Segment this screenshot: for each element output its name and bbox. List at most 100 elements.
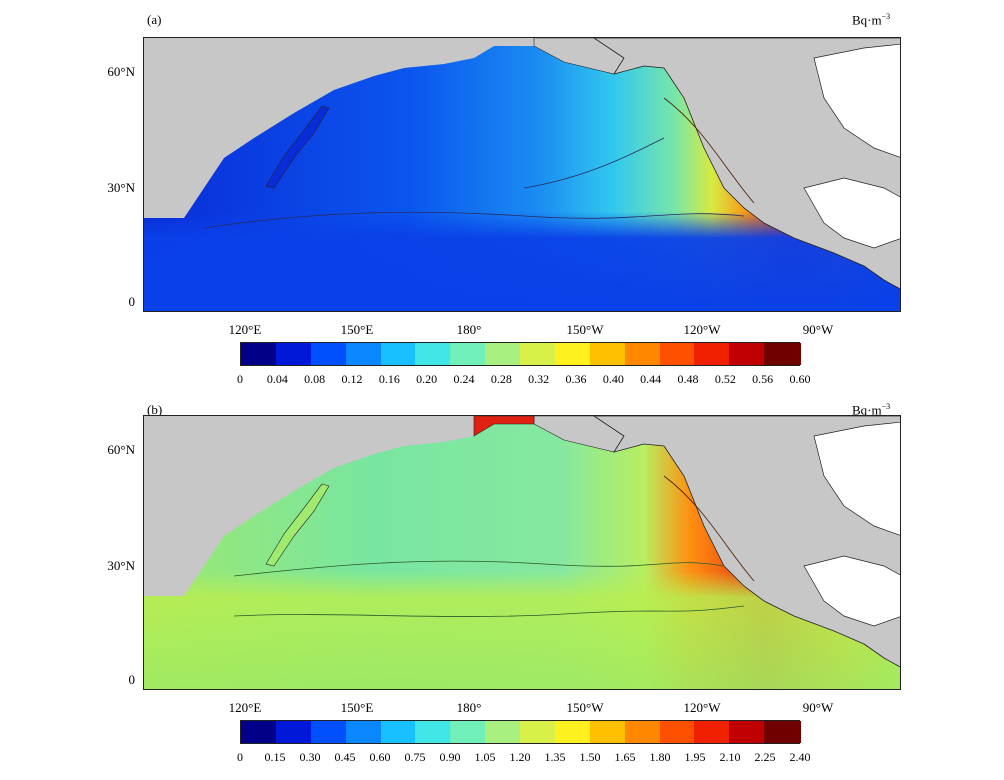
colorbar-tick-label: 1.05	[474, 750, 496, 764]
colorbar-tick-label: 0.75	[404, 750, 426, 764]
colorbar-swatch	[310, 343, 348, 365]
colorbar-ticks-a: 0 0.04 0.08 0.12 0.16 0.20 0.24 0.28 0.32 0.36 0.4…	[237, 372, 811, 388]
unit-exponent: −3	[881, 12, 891, 21]
colorbar-tick-label: 0.20	[416, 372, 438, 386]
colorbar-tick-label: 0.44	[640, 372, 662, 386]
ocean-map	[144, 38, 900, 311]
colorbar-swatch	[450, 721, 487, 743]
map-panel-b: (b) Bq·m−3 60°N 30°N 0	[0, 390, 1004, 780]
unit-base: Bq·m	[852, 12, 882, 28]
lon-label-120e: 120°E	[228, 700, 262, 715]
colorbar-swatch	[694, 721, 731, 743]
colorbar-swatch	[241, 721, 278, 743]
colorbar-tick-label: 1.35	[544, 750, 566, 764]
colorbar-swatch	[589, 721, 627, 743]
unit-exponent: −3	[881, 402, 891, 411]
lon-label-150w: 150°W	[566, 700, 604, 715]
colorbar-swatch	[520, 343, 557, 365]
colorbar-tick-label: 1.65	[614, 750, 636, 764]
colorbar-swatch	[310, 721, 348, 743]
colorbar-tick-label: 1.20	[509, 750, 531, 764]
colorbar-tick-label: 2.10	[719, 750, 741, 764]
colorbar-tick-label: 1.80	[649, 750, 671, 764]
map-area	[143, 415, 901, 690]
colorbar-tick-label: 0.48	[677, 372, 699, 386]
panel-label: (b)	[147, 402, 163, 417]
colorbar-swatch	[450, 343, 487, 365]
lat-label-30n: 30°N	[107, 558, 135, 573]
colorbar-tick-label: 0.60	[369, 750, 391, 764]
lon-label-150e: 150°E	[340, 322, 374, 337]
lon-label-150e: 150°E	[340, 700, 374, 715]
unit-base: Bq·m	[852, 402, 882, 418]
colorbar-a	[240, 342, 801, 366]
colorbar-swatch	[554, 343, 592, 365]
map-area	[143, 37, 901, 312]
colorbar-swatch	[415, 721, 452, 743]
map-panel-a: (a) Bq·m−3 60°N 30°N 0	[107, 12, 901, 388]
colorbar-tick-label: 0	[237, 750, 243, 764]
lon-label-120e: 120°E	[228, 322, 262, 337]
lon-label-90w: 90°W	[802, 700, 834, 715]
panel-label: (a)	[147, 12, 162, 27]
lat-label-0: 0	[128, 672, 136, 687]
lon-label-150w: 150°W	[566, 322, 604, 337]
colorbar-swatch	[415, 343, 452, 365]
colorbar-swatch	[485, 343, 522, 365]
lat-label-60n: 60°N	[107, 64, 135, 79]
colorbar-swatch	[659, 721, 697, 743]
colorbar-swatch	[764, 343, 801, 365]
lat-label-0: 0	[128, 294, 136, 309]
lon-label-120w: 120°W	[683, 322, 721, 337]
lat-label-30n: 30°N	[107, 180, 135, 195]
colorbar-swatch	[694, 343, 731, 365]
lat-label-60n: 60°N	[107, 442, 135, 457]
colorbar-swatch	[624, 721, 662, 743]
colorbar-tick-label: 0.36	[565, 372, 587, 386]
colorbar-tick-label: 1.95	[684, 750, 706, 764]
colorbar-swatch	[729, 343, 766, 365]
colorbar-tick-label: 1.50	[579, 750, 601, 764]
colorbar-swatch	[275, 343, 313, 365]
colorbar-tick-label: 0.08	[304, 372, 326, 386]
colorbar-tick-label: 0.24	[453, 372, 475, 386]
colorbar-tick-label: 0.28	[490, 372, 512, 386]
colorbar-swatch	[485, 721, 522, 743]
colorbar-swatch	[589, 343, 627, 365]
colorbar-ticks-b: 0 0.15 0.30 0.45 0.60 0.75 0.90 1.05 1.20 1.35 1.5…	[237, 750, 811, 766]
lon-label-90w: 90°W	[802, 322, 834, 337]
colorbar-tick-label: 0.52	[714, 372, 736, 386]
colorbar-swatch	[659, 343, 697, 365]
colorbar-swatch	[380, 721, 418, 743]
colorbar-tick-label: 0.60	[789, 372, 811, 386]
colorbar-tick-label: 0.15	[264, 750, 286, 764]
lon-label-180: 180°	[456, 322, 482, 337]
colorbar-swatch	[729, 721, 766, 743]
colorbar-swatch	[624, 343, 662, 365]
colorbar-swatch	[345, 343, 383, 365]
colorbar-tick-label: 0.04	[266, 372, 288, 386]
colorbar-tick-label: 0	[237, 372, 243, 386]
colorbar-tick-label: 0.56	[752, 372, 774, 386]
colorbar-swatch	[275, 721, 313, 743]
colorbar-tick-label: 0.45	[334, 750, 356, 764]
colorbar-swatch	[520, 721, 557, 743]
colorbar-swatch	[380, 343, 418, 365]
colorbar-tick-label: 0.32	[528, 372, 550, 386]
colorbar-swatch	[554, 721, 592, 743]
colorbar-tick-label: 2.25	[754, 750, 776, 764]
colorbar-tick-label: 0.90	[439, 750, 461, 764]
colorbar-swatch	[241, 343, 278, 365]
colorbar-swatch	[345, 721, 383, 743]
colorbar-tick-label: 0.12	[341, 372, 363, 386]
lon-label-180: 180°	[456, 700, 482, 715]
colorbar-tick-label: 2.40	[789, 750, 811, 764]
lon-label-120w: 120°W	[683, 700, 721, 715]
colorbar-tick-label: 0.30	[299, 750, 321, 764]
colorbar-tick-label: 0.40	[602, 372, 624, 386]
unit-label: Bq·m−3	[852, 12, 890, 28]
unit-label: Bq·m−3	[852, 402, 890, 418]
colorbar-swatch	[764, 721, 801, 743]
ocean-map	[144, 416, 900, 689]
colorbar-tick-label: 0.16	[378, 372, 400, 386]
